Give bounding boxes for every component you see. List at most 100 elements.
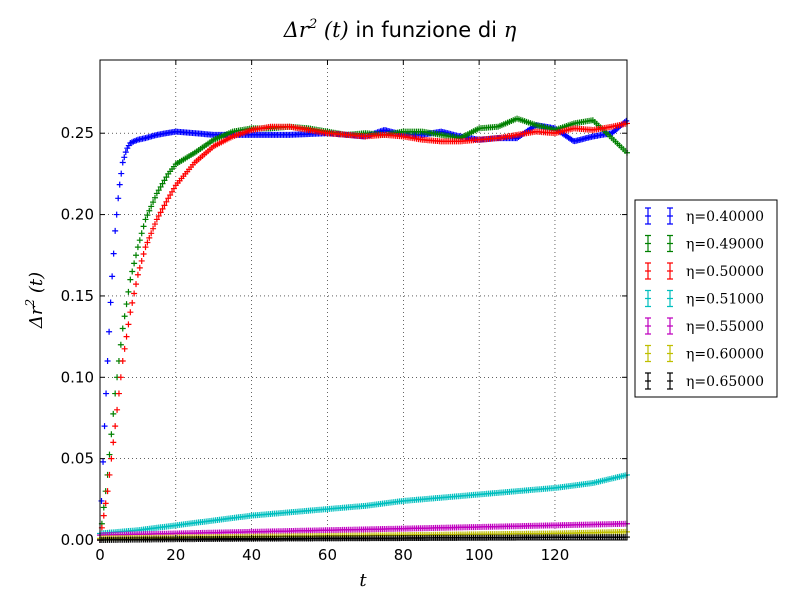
- legend-label: η=0.50000: [686, 264, 764, 280]
- data-point: [129, 299, 136, 306]
- plot-frame: [99, 59, 628, 541]
- data-point: [159, 205, 166, 212]
- data-point: [127, 276, 134, 283]
- data-point: [115, 195, 122, 202]
- legend-marker: [667, 289, 673, 308]
- data-point: [131, 260, 138, 267]
- data-point: [140, 251, 147, 258]
- legend-box: [634, 199, 778, 398]
- data-point: [127, 309, 134, 316]
- plot-background: [100, 60, 627, 540]
- y-tick-label: 0.25: [61, 124, 94, 142]
- legend-entry: η=0.50000: [645, 262, 764, 280]
- y-axis-label: Δr2 (t): [23, 272, 47, 329]
- data-point: [136, 237, 143, 244]
- data-point: [151, 194, 158, 201]
- data-point: [107, 299, 114, 306]
- plot-area: 0 20 40 60 80 100 120 0.00 0.05 0.10 0.15 0.20 0.25: [61, 59, 630, 564]
- data-point: [134, 271, 141, 278]
- data-point: [150, 225, 157, 232]
- legend-marker: [645, 234, 651, 253]
- data-point: [133, 252, 140, 259]
- legend-label: η=0.49000: [686, 237, 764, 253]
- data-point: [161, 202, 168, 209]
- data-point: [121, 345, 128, 352]
- data-point: [119, 358, 126, 365]
- x-tick-label: 120: [541, 546, 570, 564]
- data-point: [170, 185, 177, 192]
- data-point: [138, 257, 145, 264]
- data-point: [114, 406, 121, 413]
- y-tick-label: 0.20: [61, 206, 94, 224]
- data-point: [122, 149, 129, 156]
- data-point: [116, 181, 123, 188]
- chart-title: Δr2 (t) in funzione di η: [283, 17, 517, 42]
- legend-marker: [667, 317, 673, 335]
- legend-marker: [645, 317, 651, 335]
- data-point: [150, 199, 157, 206]
- y-tick-label: 0.00: [61, 531, 94, 549]
- legend-entry: η=0.55000: [645, 317, 764, 335]
- data-point: [119, 159, 126, 166]
- data-point: [110, 439, 117, 446]
- series-1: [97, 115, 630, 543]
- data-point: [117, 341, 124, 348]
- data-point: [155, 212, 162, 219]
- legend-entry: η=0.65000: [645, 372, 764, 390]
- data-point: [129, 268, 136, 275]
- data-point: [110, 250, 117, 257]
- ticks: 0 20 40 60 80 100 120 0.00 0.05 0.10 0.15 0.20 0.25: [61, 60, 627, 564]
- data-point: [133, 281, 140, 288]
- data-point: [146, 234, 153, 241]
- data-point: [121, 313, 128, 320]
- y-tick-label: 0.10: [61, 368, 94, 386]
- legend-label: η=0.40000: [686, 209, 764, 225]
- data-point: [155, 187, 162, 194]
- series-3: [97, 471, 630, 537]
- legend: η=0.40000 η=0.49000 η=0.50000 η=0.51000 η=0.…: [634, 199, 778, 398]
- data-point: [115, 390, 122, 397]
- data-point: [136, 264, 143, 271]
- data-point: [102, 500, 109, 507]
- data-point: [134, 244, 141, 251]
- series-4: [97, 520, 630, 539]
- data-point: [109, 273, 116, 280]
- legend-marker: [645, 262, 651, 280]
- data-point: [144, 212, 151, 219]
- grid: [100, 60, 627, 540]
- x-axis-label: t: [359, 570, 367, 591]
- data-point: [623, 117, 630, 124]
- y-tick-label: 0.05: [61, 450, 94, 468]
- data-point: [113, 211, 120, 218]
- data-point: [100, 512, 107, 519]
- legend-marker: [667, 262, 673, 280]
- data-point: [146, 207, 153, 214]
- data-point: [104, 358, 111, 365]
- data-point: [125, 321, 132, 328]
- data-point: [117, 374, 124, 381]
- data-point: [103, 390, 110, 397]
- legend-entry: η=0.40000: [645, 207, 764, 225]
- legend-marker: [645, 207, 651, 225]
- series-group: [97, 115, 630, 543]
- data-point: [121, 154, 128, 161]
- data-point: [108, 431, 115, 438]
- data-point: [142, 244, 149, 251]
- data-point: [119, 325, 126, 332]
- data-point: [151, 221, 158, 228]
- data-point: [108, 455, 115, 462]
- data-point: [100, 458, 107, 465]
- data-point: [148, 230, 155, 237]
- data-point: [112, 423, 119, 430]
- legend-marker: [667, 344, 673, 363]
- data-point: [110, 410, 117, 417]
- data-point: [153, 216, 160, 223]
- data-point: [131, 290, 138, 297]
- data-point: [165, 195, 172, 202]
- legend-entry: η=0.49000: [645, 234, 764, 253]
- data-point: [159, 180, 166, 187]
- data-point: [138, 230, 145, 237]
- data-point: [106, 451, 113, 458]
- data-point: [104, 488, 111, 495]
